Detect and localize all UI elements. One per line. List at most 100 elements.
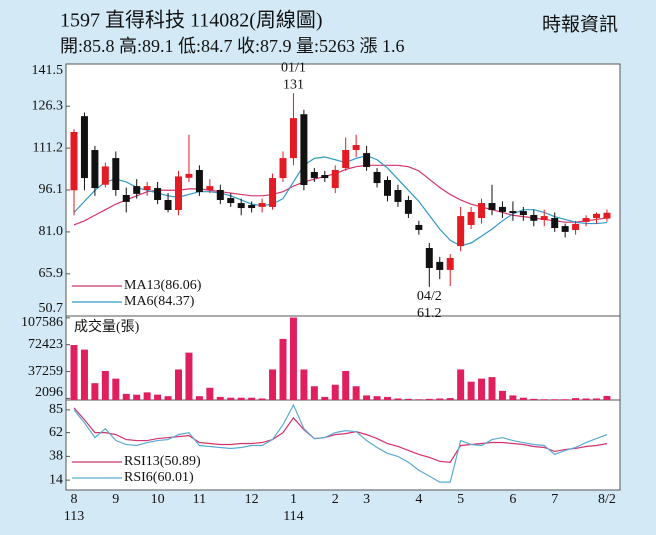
candle-body <box>425 248 433 268</box>
line-series <box>73 164 608 226</box>
x-tick-label: 6 <box>509 492 516 507</box>
annotation-value: 131 <box>283 77 304 92</box>
y-tick-label: 14 <box>49 472 63 487</box>
volume-bar <box>488 377 496 400</box>
y-tick-label: 107586 <box>21 315 63 330</box>
annotation-value: 61.2 <box>417 306 442 321</box>
candle-body <box>415 224 423 230</box>
x-tick-label: 2 <box>332 492 339 507</box>
volume-bar <box>425 398 433 400</box>
candle-body <box>352 145 360 151</box>
candle-body <box>498 206 506 212</box>
candle-body <box>206 186 214 190</box>
y-tick-label: 111.2 <box>33 140 63 155</box>
candle-body <box>122 194 130 202</box>
candle-body <box>101 166 109 185</box>
candle-body <box>91 150 99 189</box>
volume-bar <box>363 395 371 400</box>
legend-label: MA13(86.06) <box>124 278 202 293</box>
volume-bar <box>133 394 141 400</box>
volume-bar <box>394 398 402 400</box>
source: 時報資訊 <box>542 13 618 35</box>
candle-body <box>289 118 297 159</box>
candle-body <box>540 216 548 220</box>
volume-bar <box>603 395 611 400</box>
candle-body <box>363 153 371 167</box>
volume-bar <box>237 397 245 400</box>
volume-bar <box>112 378 120 400</box>
legend-label: RSI13(50.89) <box>124 454 201 469</box>
candle-body <box>185 173 193 178</box>
volume-bar <box>582 398 590 400</box>
volume-bar <box>478 378 486 400</box>
candle-body <box>331 170 339 189</box>
volume-bar <box>373 396 381 400</box>
candle-body <box>404 199 412 214</box>
y-tick-label: 126.3 <box>32 98 64 113</box>
candle-body <box>446 257 454 270</box>
volume-bar <box>80 349 88 400</box>
volume-bar <box>384 396 391 400</box>
volume-bar <box>530 398 538 400</box>
volume-bar <box>216 396 224 400</box>
candle-body <box>394 190 402 202</box>
annotation-date: 04/2 <box>417 289 442 304</box>
candle-body <box>321 175 329 179</box>
y-tick-label: 96.1 <box>39 182 64 197</box>
volume-bar <box>195 396 203 400</box>
candle-body <box>112 158 120 190</box>
volume-bar <box>310 386 318 400</box>
candle-body <box>561 226 569 232</box>
y-tick-label: 2096 <box>35 385 63 400</box>
volume-bar <box>175 369 182 400</box>
volume-bar <box>258 398 266 400</box>
volume-bar <box>185 352 193 400</box>
volume-bar <box>143 392 151 400</box>
y-tick-label: 38 <box>49 449 63 464</box>
volume-bar <box>561 399 569 400</box>
volume-bar <box>300 369 308 400</box>
x-tick-label: 5 <box>457 492 464 507</box>
candle-body <box>258 203 266 207</box>
candle-body <box>248 204 256 209</box>
candle-body <box>237 203 245 209</box>
volume-bar <box>446 398 454 400</box>
annotation-date: 01/1 <box>281 60 306 75</box>
candle-body <box>509 211 517 214</box>
volume-bar <box>519 397 527 400</box>
candle-body <box>175 176 182 210</box>
volume-bar <box>540 399 548 400</box>
y-tick-label: 81.0 <box>39 224 64 239</box>
line-series <box>73 407 608 463</box>
volume-bar <box>457 369 465 400</box>
candle-body <box>133 186 141 194</box>
y-tick-label: 65.9 <box>39 266 64 281</box>
candle-body <box>436 261 444 270</box>
candle-body <box>519 211 527 215</box>
volume-bar <box>206 387 214 400</box>
volume-bar <box>593 398 600 400</box>
candle-body <box>164 199 172 210</box>
candle-body <box>478 203 486 219</box>
y-tick-label: 141.5 <box>32 63 64 78</box>
volume-bar <box>91 383 99 400</box>
candle-body <box>551 218 559 229</box>
y-tick-label: 37259 <box>28 364 63 379</box>
volume-bar <box>551 399 559 400</box>
volume-bar <box>164 396 172 400</box>
candle-body <box>279 158 287 179</box>
chart-subtitle: 開:85.8 高:89.1 低:84.7 收:87.9 量:5263 漲 1.6 <box>60 36 405 56</box>
volume-bar <box>122 393 130 400</box>
candle-body <box>457 216 465 247</box>
candle-body <box>80 116 88 179</box>
candle-body <box>530 214 538 221</box>
candle-body <box>467 211 475 225</box>
volume-bar <box>321 396 329 400</box>
volume-bar <box>289 317 297 400</box>
candle-body <box>342 150 350 169</box>
candle-body <box>373 171 381 184</box>
candle-body <box>603 212 611 219</box>
panel-title: 成交量(張) <box>74 318 140 335</box>
volume-bar <box>436 398 444 400</box>
